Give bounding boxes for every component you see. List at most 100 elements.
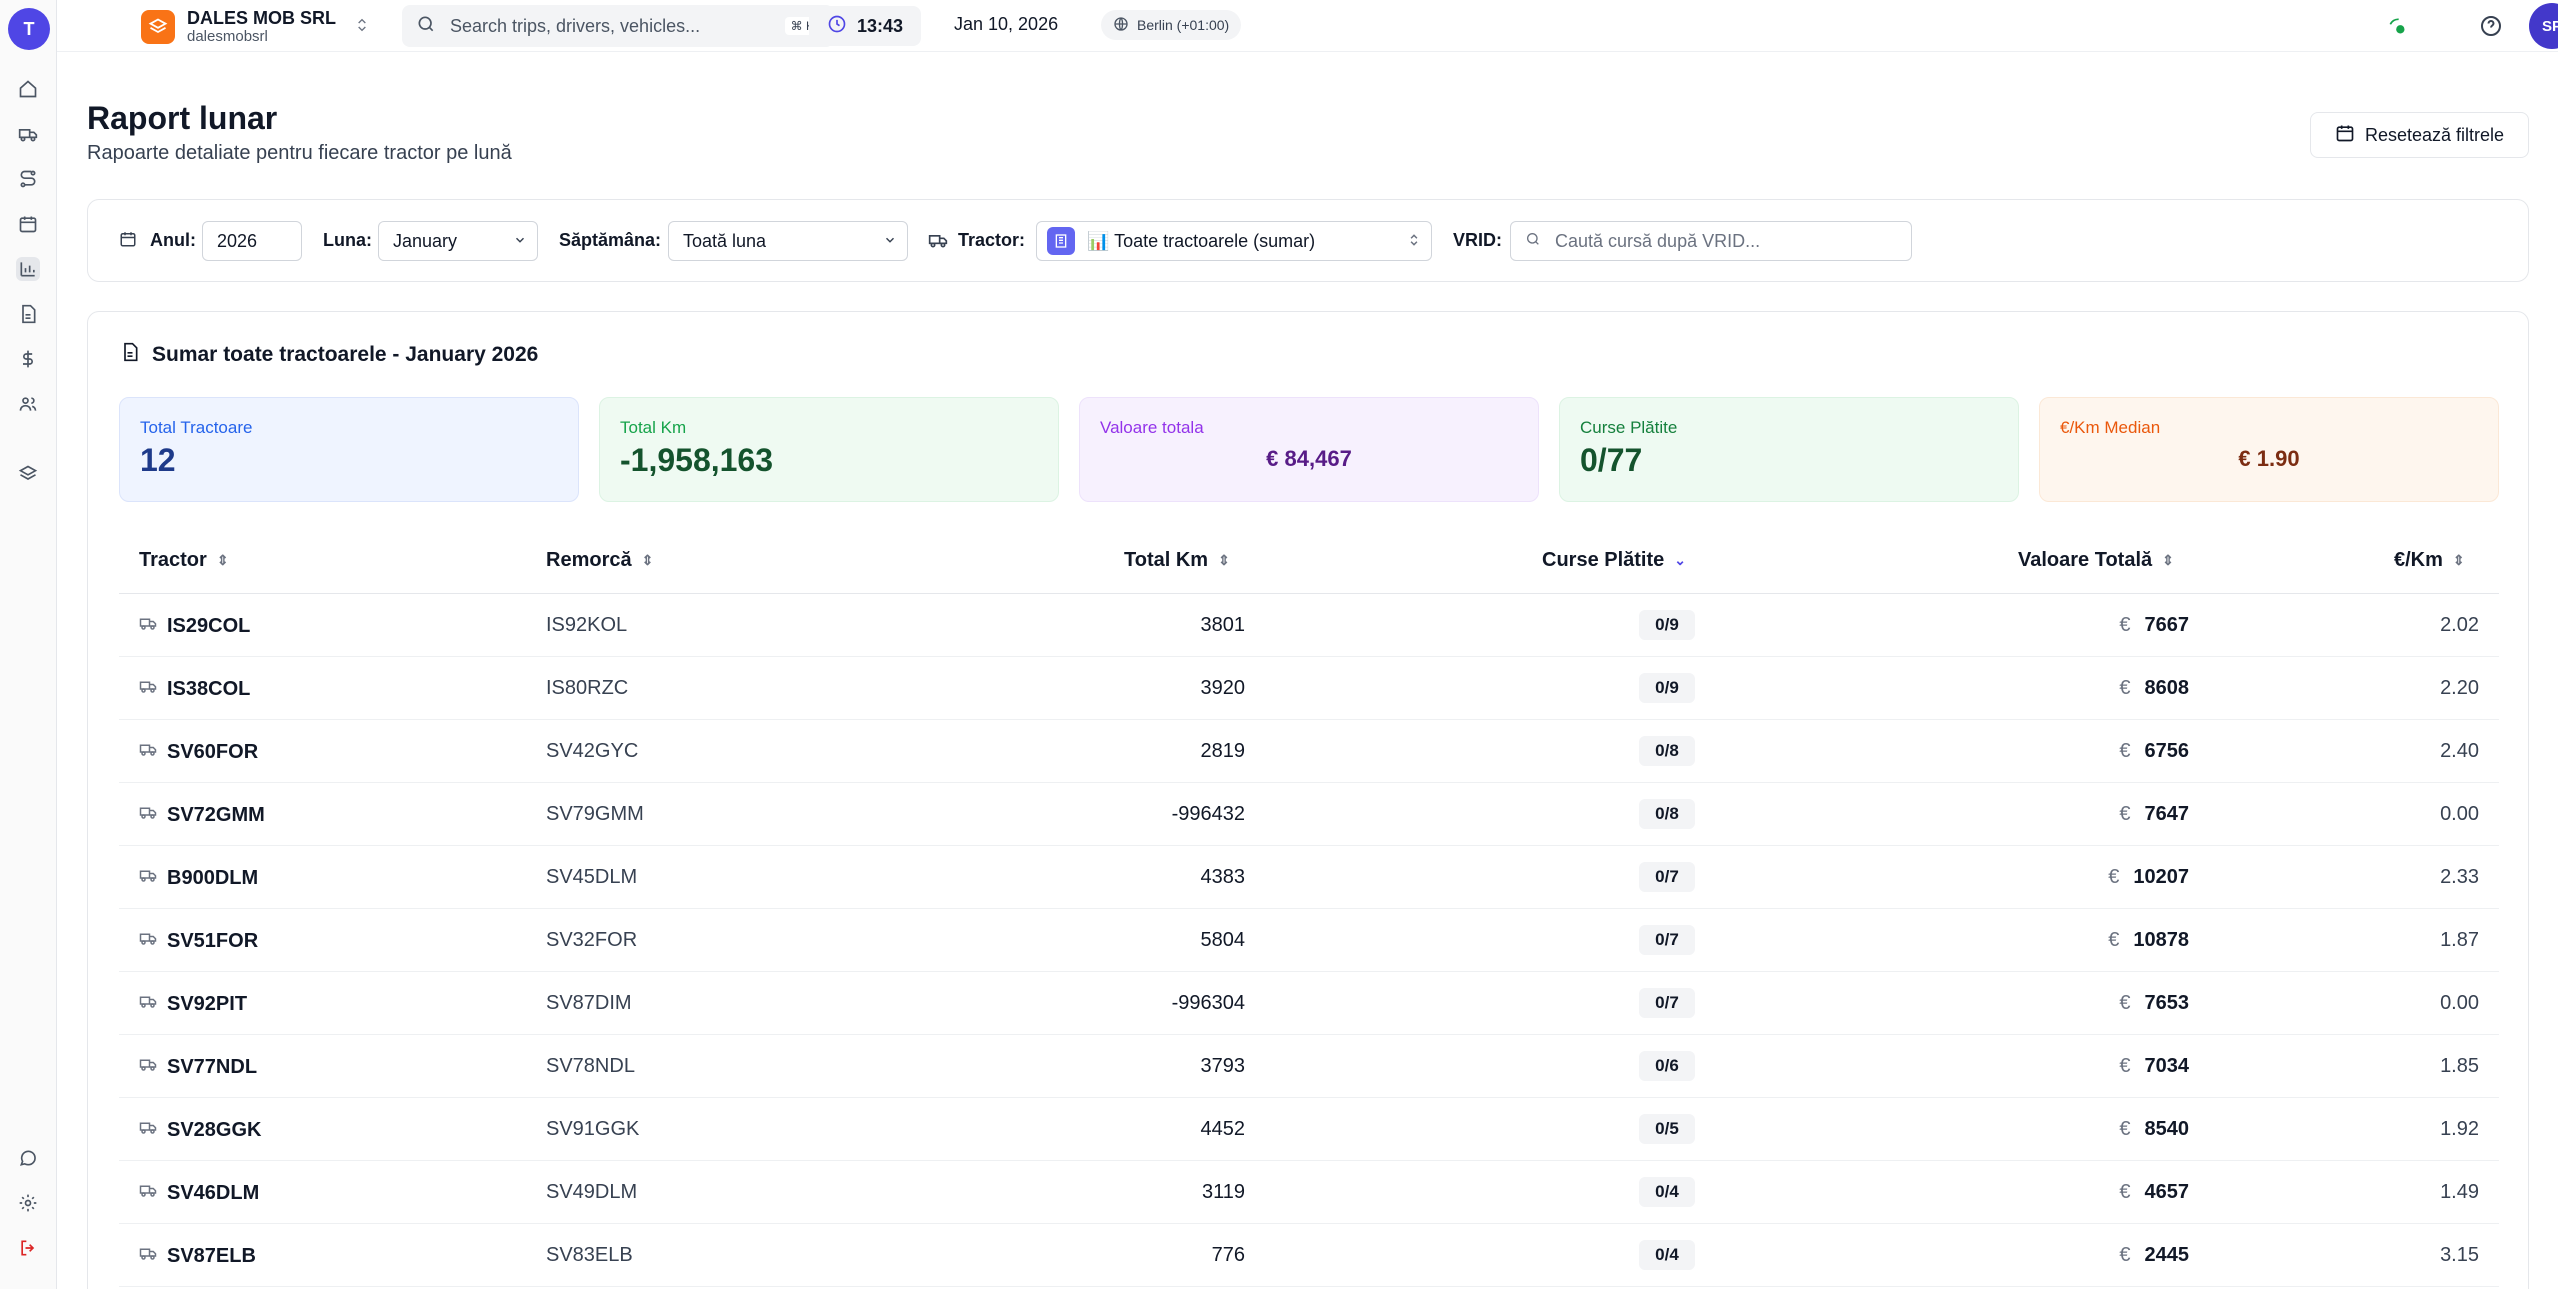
column-header-total-km[interactable]: Total Km ⇕ [1124, 549, 1230, 572]
reset-filters-label: Resetează filtrele [2364, 124, 2505, 145]
document-icon[interactable] [16, 302, 40, 326]
month-select[interactable]: January [378, 221, 538, 261]
trailer-cell: SV83ELB [546, 1244, 633, 1266]
tractor-label: Tractor: [958, 230, 1026, 250]
paid-trips-badge: 0/4 [1639, 1177, 1695, 1207]
tractor-plate: SV92PIT [167, 992, 248, 1015]
currency-symbol: € [2119, 803, 2131, 825]
sort-icon: ⇕ [216, 552, 229, 568]
table-row[interactable]: B900DLM SV45DLM 4383 0/7 €10207 2.33 [119, 846, 2499, 909]
kpi-label: Valoare totala [1100, 418, 1204, 437]
trailer-cell: IS80RZC [546, 677, 629, 699]
logout-icon[interactable] [16, 1236, 40, 1260]
table-row[interactable]: SV72GMM SV79GMM -996432 0/8 €7647 0.00 [119, 783, 2499, 846]
paid-trips-badge: 0/6 [1639, 1051, 1695, 1081]
currency-symbol: € [2119, 740, 2131, 762]
column-header-rate[interactable]: €/Km ⇕ [2394, 549, 2465, 572]
value-amount: 10207 [2133, 866, 2189, 888]
week-select[interactable]: Toată luna [668, 221, 908, 261]
paid-trips-badge: 0/9 [1639, 673, 1695, 703]
truck-icon [139, 929, 157, 953]
rate-cell: 2.40 [2440, 740, 2479, 762]
total-value-cell: €10878 [2108, 929, 2189, 952]
trailer-cell: SV79GMM [546, 803, 644, 825]
trailer-cell: SV91GGK [546, 1118, 640, 1140]
reset-filters-button[interactable]: Resetează filtrele [2310, 112, 2529, 158]
truck-icon [139, 1055, 157, 1079]
dollar-icon[interactable] [16, 347, 40, 371]
paid-trips-badge: 0/7 [1639, 862, 1695, 892]
column-header-paid-trips[interactable]: Curse Plătite ⌄ [1542, 549, 1686, 572]
column-header-trailer[interactable]: Remorcă ⇕ [546, 549, 653, 572]
whatsapp-icon[interactable] [16, 1146, 40, 1170]
sort-icon: ⇕ [1218, 552, 1230, 568]
rate-cell: 0.00 [2440, 992, 2479, 1014]
settings-gear-icon[interactable] [16, 1191, 40, 1215]
calendar-icon [119, 230, 137, 253]
trailer-cell: SV42GYC [546, 740, 639, 762]
tractor-cell: SV92PIT [139, 992, 247, 1016]
building-icon [1047, 227, 1075, 255]
truck-icon [139, 866, 157, 890]
paid-trips-badge: 0/8 [1639, 736, 1695, 766]
trailer-cell: SV87DIM [546, 992, 632, 1014]
route-icon[interactable] [16, 167, 40, 191]
timezone-pill[interactable]: Berlin (+01:00) [1101, 10, 1242, 40]
home-icon[interactable] [16, 77, 40, 101]
tractor-plate: SV87ELB [167, 1244, 256, 1267]
total-km-cell: -996432 [1171, 803, 1245, 825]
table-row[interactable]: SV92PIT SV87DIM -996304 0/7 €7653 0.00 [119, 972, 2499, 1035]
tractor-select[interactable]: 📊 Toate tractoarele (sumar) [1036, 221, 1432, 261]
trailer-cell: SV32FOR [546, 929, 638, 951]
week-label: Săptămâna: [559, 230, 662, 250]
table-row[interactable]: SV46DLM SV49DLM 3119 0/4 €4657 1.49 [119, 1161, 2499, 1224]
chevron-updown-icon [354, 17, 370, 38]
vrid-search-input[interactable]: Caută cursă după VRID... [1510, 221, 1912, 261]
summary-title-text: Sumar toate tractoarele - January 2026 [152, 343, 539, 366]
truck-icon [139, 992, 157, 1016]
total-km-cell: 3920 [1200, 677, 1246, 699]
total-value-cell: €7653 [2119, 992, 2189, 1015]
search-placeholder: Search trips, drivers, vehicles... [450, 15, 701, 36]
value-amount: 4657 [2144, 1181, 2190, 1203]
total-value-cell: €6756 [2119, 740, 2189, 763]
global-search[interactable]: Search trips, drivers, vehicles... ⌘ K [402, 5, 834, 47]
vrid-label: VRID: [1453, 230, 1502, 250]
month-value: January [393, 230, 458, 251]
paid-trips-badge: 0/7 [1639, 925, 1695, 955]
header-label: Valoare Totală [2018, 549, 2153, 571]
tractor-plate: B900DLM [167, 866, 259, 889]
kpi-value: 12 [140, 442, 176, 478]
calendar-icon[interactable] [16, 212, 40, 236]
paid-trips-badge: 0/4 [1639, 1240, 1695, 1270]
users-icon[interactable] [16, 392, 40, 416]
sort-icon: ⇕ [2452, 552, 2465, 568]
reports-chart-icon[interactable] [16, 257, 40, 281]
trailer-cell: SV45DLM [546, 866, 638, 888]
table-row[interactable]: SV87ELB SV83ELB 776 0/4 €2445 3.15 [119, 1224, 2499, 1287]
workspace-logo[interactable]: T [8, 8, 50, 50]
table-row[interactable]: SV51FOR SV32FOR 5804 0/7 €10878 1.87 [119, 909, 2499, 972]
tractor-cell: SV77NDL [139, 1055, 257, 1079]
tractor-plate: SV60FOR [167, 740, 259, 763]
trailer-cell: SV78NDL [546, 1055, 635, 1077]
user-avatar[interactable]: SP [2529, 3, 2558, 49]
total-km-cell: 4383 [1200, 866, 1246, 888]
current-date: Jan 10, 2026 [954, 14, 1059, 34]
table-row[interactable]: SV28GGK SV91GGK 4452 0/5 €8540 1.92 [119, 1098, 2499, 1161]
year-input[interactable]: 2026 [202, 221, 302, 261]
table-row[interactable]: SV60FOR SV42GYC 2819 0/8 €6756 2.40 [119, 720, 2499, 783]
company-switcher[interactable]: DALES MOB SRL dalesmobsrl [141, 8, 370, 46]
page-subtitle: Rapoarte detaliate pentru fiecare tracto… [87, 142, 512, 164]
table-row[interactable]: IS38COL IS80RZC 3920 0/9 €8608 2.20 [119, 657, 2499, 720]
value-amount: 2445 [2144, 1244, 2190, 1266]
truck-icon[interactable] [16, 122, 40, 146]
tractor-plate: SV77NDL [167, 1055, 258, 1078]
column-header-tractor[interactable]: Tractor ⇕ [139, 549, 229, 572]
layers-icon[interactable] [16, 462, 40, 486]
table-row[interactable]: SV77NDL SV78NDL 3793 0/6 €7034 1.85 [119, 1035, 2499, 1098]
table-row[interactable]: IS29COL IS92KOL 3801 0/9 €7667 2.02 [119, 594, 2499, 657]
summary-title: Sumar toate tractoarele - January 2026 [120, 342, 538, 368]
help-icon[interactable] [2479, 14, 2503, 38]
column-header-total-value[interactable]: Valoare Totală ⇕ [2018, 549, 2174, 572]
